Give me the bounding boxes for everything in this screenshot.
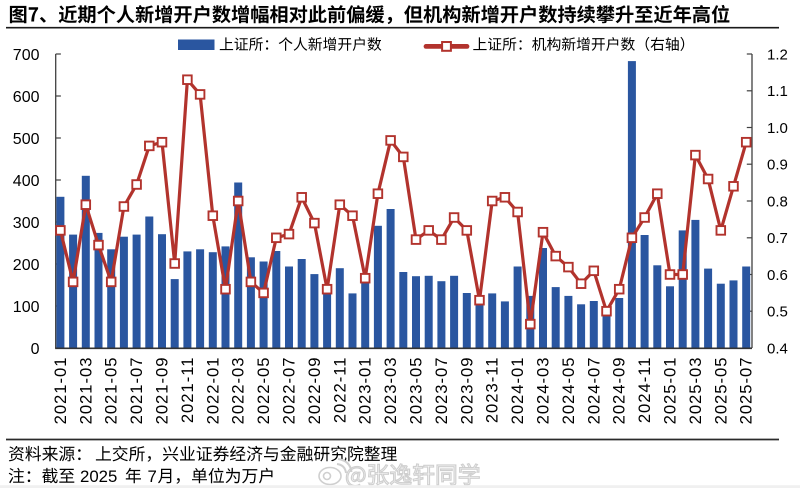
svg-text:2025: 2025 (80, 467, 117, 486)
svg-text:2024-03: 2024-03 (534, 357, 553, 425)
svg-text:2023-05: 2023-05 (407, 357, 426, 425)
svg-text:0.8: 0.8 (767, 193, 788, 210)
svg-text:2023-11: 2023-11 (483, 357, 502, 424)
svg-text:1.0: 1.0 (767, 120, 788, 137)
svg-text:2024-07: 2024-07 (584, 357, 603, 425)
svg-text:0: 0 (31, 341, 40, 358)
svg-text:2023-09: 2023-09 (457, 357, 476, 425)
svg-text:2025-07: 2025-07 (737, 357, 756, 425)
svg-text:2021-01: 2021-01 (51, 357, 70, 425)
svg-text:2025-03: 2025-03 (686, 357, 705, 425)
svg-text:2021-11: 2021-11 (178, 357, 197, 424)
svg-text:2022-05: 2022-05 (254, 357, 273, 425)
svg-text:0.4: 0.4 (767, 340, 788, 357)
svg-text:2024-09: 2024-09 (610, 357, 629, 425)
svg-text:2021-07: 2021-07 (127, 357, 146, 425)
svg-text:700: 700 (13, 47, 40, 64)
svg-text:0.5: 0.5 (767, 304, 788, 321)
svg-text:400: 400 (13, 173, 40, 190)
svg-text:2023-01: 2023-01 (356, 357, 375, 425)
svg-text:2021-09: 2021-09 (153, 357, 172, 425)
svg-text:2022-09: 2022-09 (305, 357, 324, 425)
svg-text:2022-11: 2022-11 (330, 357, 349, 424)
svg-text:2022-01: 2022-01 (203, 357, 222, 425)
svg-text:100: 100 (13, 299, 40, 316)
svg-text:0.6: 0.6 (767, 267, 788, 284)
svg-text:1.2: 1.2 (767, 46, 788, 63)
svg-text:2023-07: 2023-07 (432, 357, 451, 425)
svg-text:2024-01: 2024-01 (508, 357, 527, 425)
svg-text:0.9: 0.9 (767, 157, 788, 174)
svg-text:2022-07: 2022-07 (280, 357, 299, 425)
svg-text:2025-05: 2025-05 (711, 357, 730, 425)
svg-text:200: 200 (13, 257, 40, 274)
svg-text:600: 600 (13, 89, 40, 106)
svg-text:7: 7 (148, 467, 157, 486)
svg-text:0.7: 0.7 (767, 230, 788, 247)
svg-text:500: 500 (13, 131, 40, 148)
svg-text:1.1: 1.1 (767, 83, 788, 100)
svg-text:2024-05: 2024-05 (559, 357, 578, 425)
svg-text:2022-03: 2022-03 (229, 357, 248, 425)
svg-text:2024-11: 2024-11 (635, 357, 654, 424)
svg-text:2021-03: 2021-03 (76, 357, 95, 425)
svg-text:2025-01: 2025-01 (661, 357, 680, 425)
svg-text:300: 300 (13, 215, 40, 232)
svg-text:2023-03: 2023-03 (381, 357, 400, 425)
svg-text:2021-05: 2021-05 (102, 357, 121, 425)
